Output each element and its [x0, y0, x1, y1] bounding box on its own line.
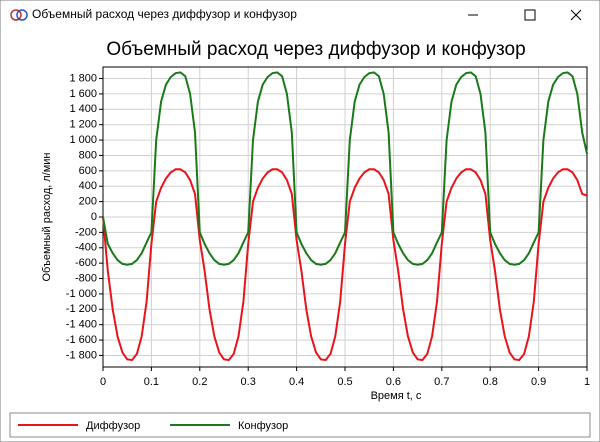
x-tick-label: 0 — [100, 376, 106, 388]
y-tick-label: 1 200 — [69, 119, 97, 131]
y-tick-label: -1 400 — [66, 319, 97, 331]
y-tick-label: -1 200 — [66, 303, 97, 315]
x-tick-label: 0.1 — [144, 376, 159, 388]
x-tick-label: 1 — [584, 376, 590, 388]
app-icon — [10, 9, 28, 21]
y-tick-label: -200 — [75, 226, 97, 238]
series-line — [102, 168, 588, 362]
x-tick-label: 0.4 — [289, 376, 304, 388]
x-tick-label: 0.9 — [531, 376, 546, 388]
y-tick-label: 600 — [79, 165, 97, 177]
y-tick-label: -600 — [75, 257, 97, 269]
legend-label: Диффузор — [86, 420, 140, 432]
y-tick-label: 1 600 — [69, 88, 97, 100]
x-tick-label: 0.5 — [337, 376, 352, 388]
close-button[interactable] — [570, 9, 582, 21]
x-tick-label: 0.7 — [434, 376, 449, 388]
window-title: Объемный расход через диффузор и конфузо… — [32, 7, 297, 21]
x-tick-label: 0.2 — [192, 376, 207, 388]
y-tick-label: -1 600 — [66, 334, 97, 346]
legend-label: Конфузор — [238, 420, 288, 432]
x-axis-label: Время t, с — [371, 390, 422, 402]
y-tick-label: 1 400 — [69, 103, 97, 115]
y-tick-label: -400 — [75, 242, 97, 254]
y-tick-label: 1 000 — [69, 134, 97, 146]
y-tick-label: 800 — [79, 149, 97, 161]
y-axis-label: Объемный расход, л/мин — [41, 152, 53, 281]
y-tick-label: -1 000 — [66, 288, 97, 300]
chart-title: Объемный расход через диффузор и конфузо… — [106, 39, 525, 60]
x-tick-label: 0.8 — [483, 376, 498, 388]
y-tick-label: 400 — [79, 180, 97, 192]
series-line — [102, 71, 588, 266]
x-tick-label: 0.6 — [386, 376, 401, 388]
y-tick-label: -800 — [75, 272, 97, 284]
y-tick-label: 200 — [79, 196, 97, 208]
y-tick-label: -1 800 — [66, 349, 97, 361]
maximize-button[interactable] — [524, 9, 536, 21]
legend-box — [9, 412, 591, 438]
y-tick-label: 1 800 — [69, 72, 97, 84]
x-tick-label: 0.3 — [241, 376, 256, 388]
y-tick-label: 0 — [91, 211, 97, 223]
